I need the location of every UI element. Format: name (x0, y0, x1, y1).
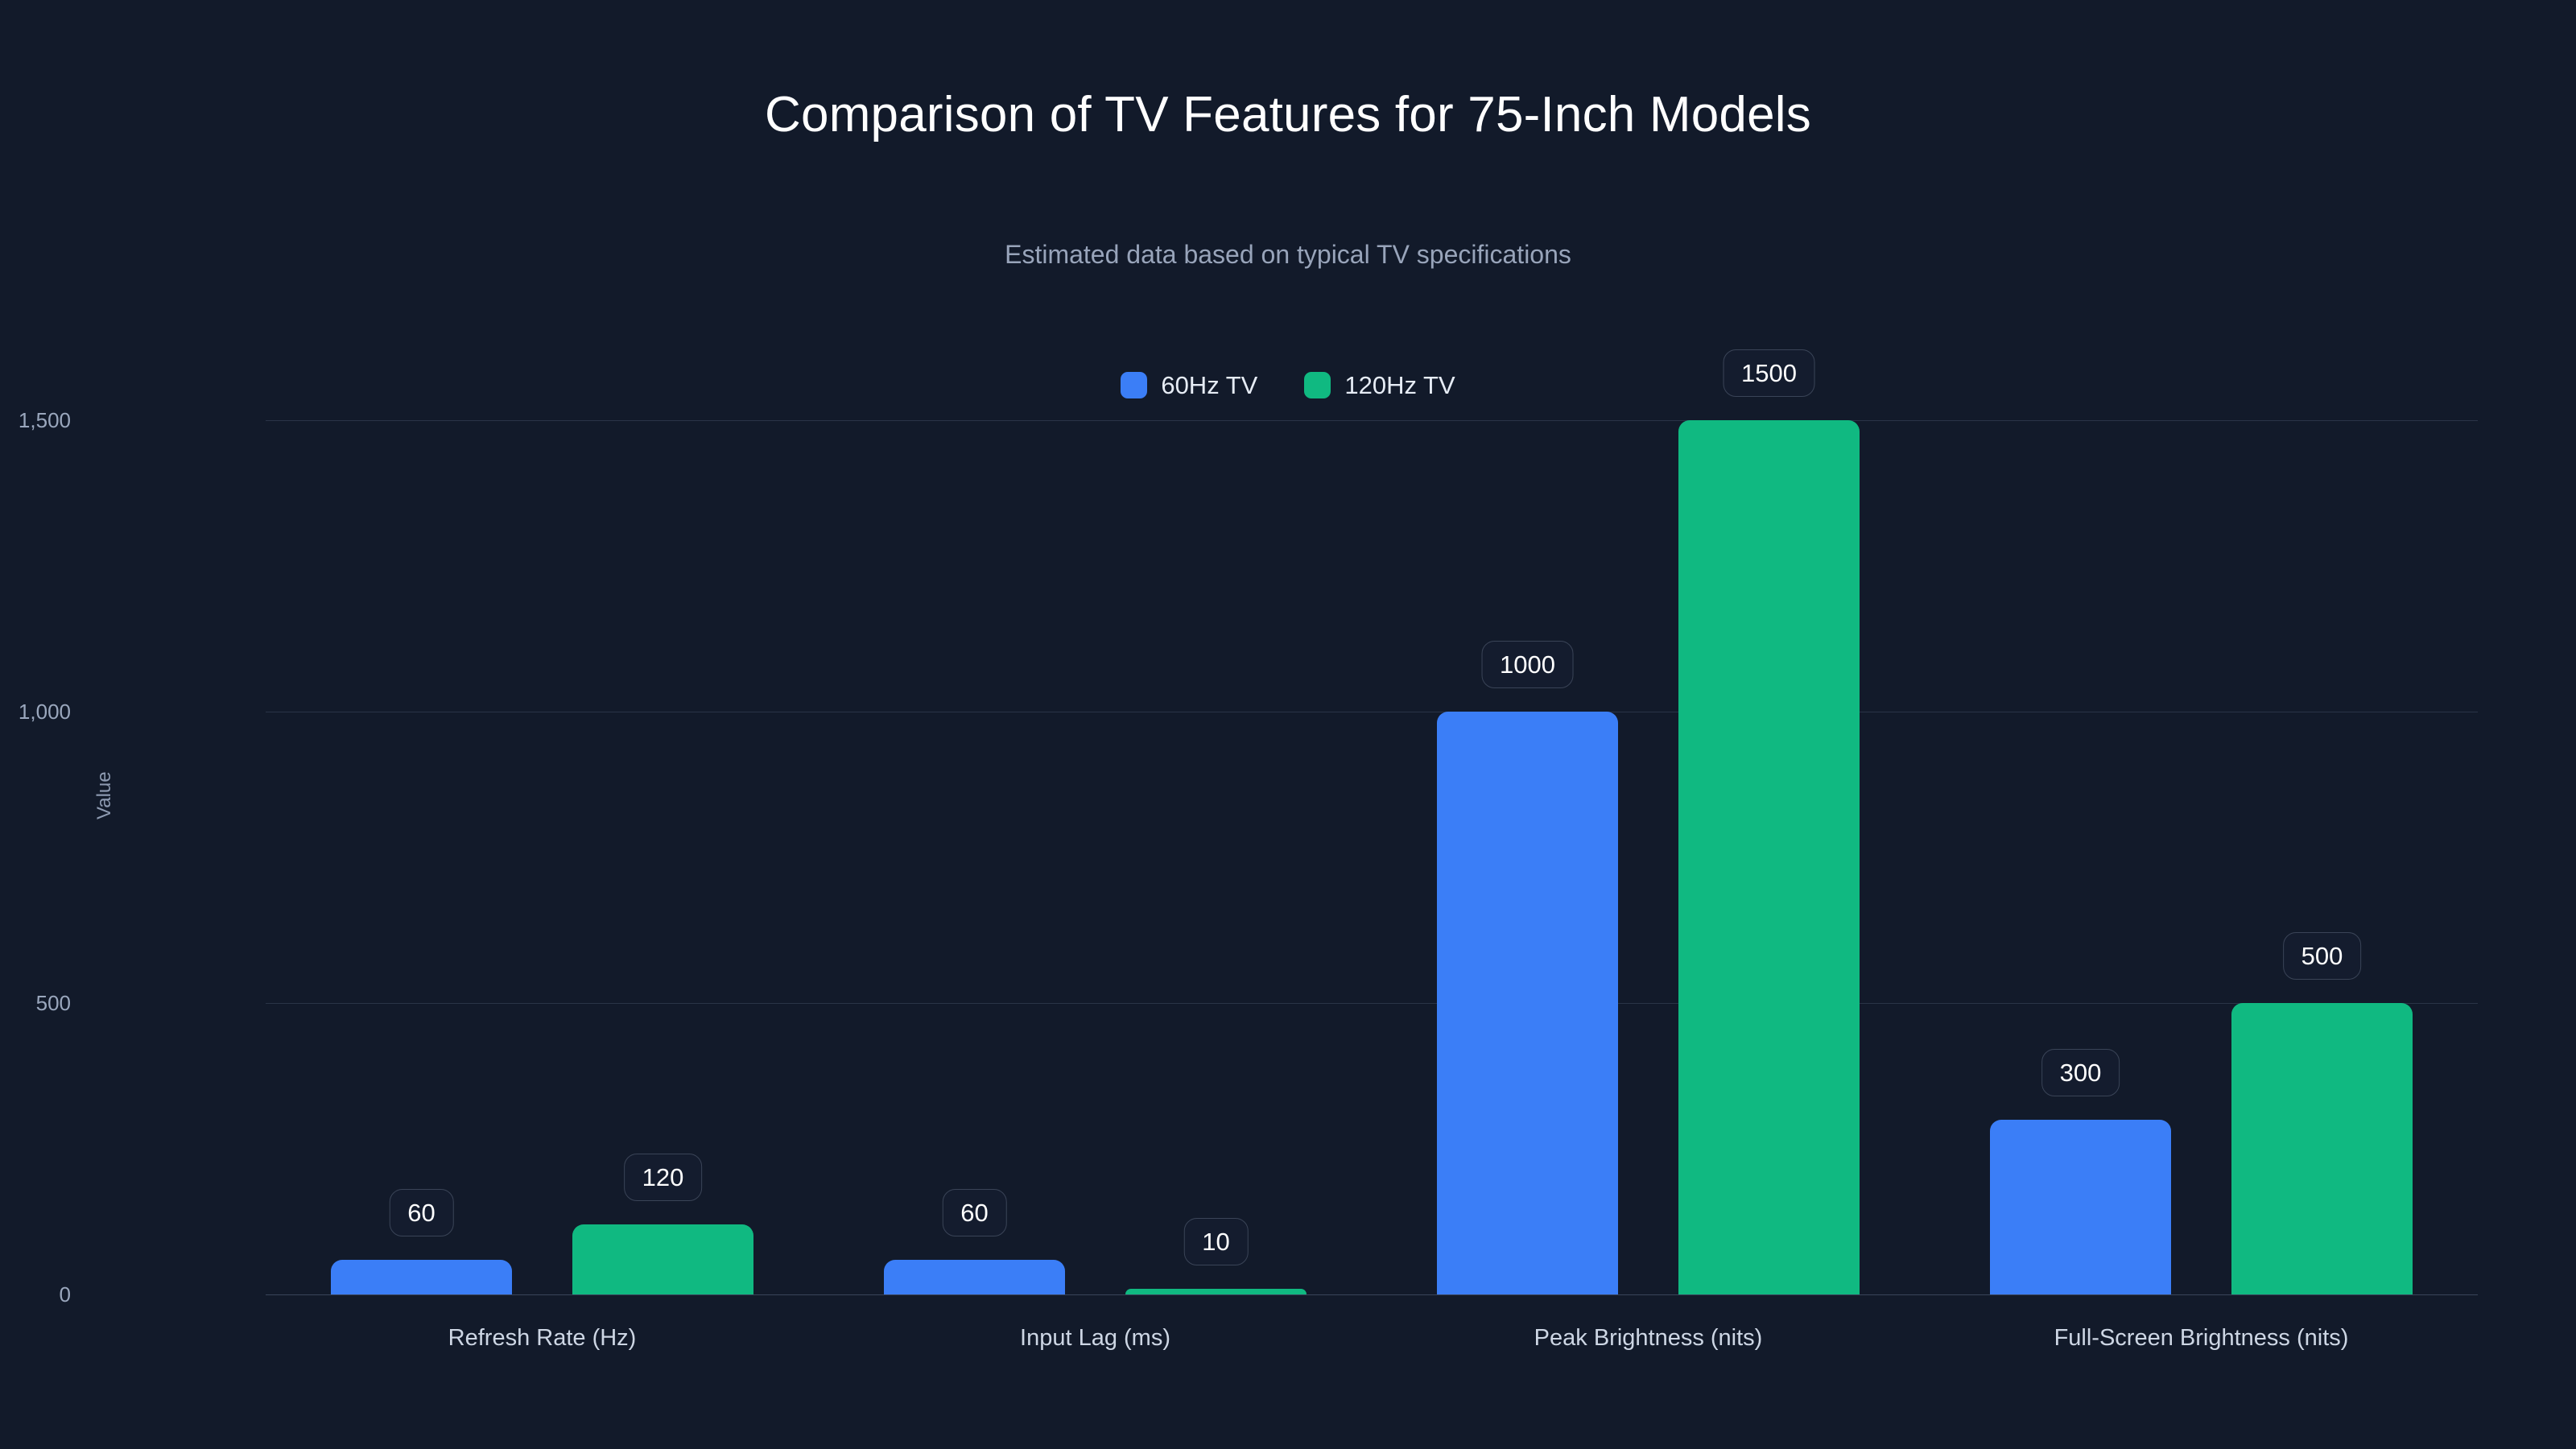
bar[interactable] (1990, 1119, 2171, 1294)
x-tick-label: Refresh Rate (Hz) (448, 1325, 637, 1351)
y-tick-label-1000: 1,000 (18, 700, 71, 724)
bar[interactable] (1437, 712, 1618, 1294)
bar-value-label: 60 (389, 1188, 454, 1236)
x-tick-label: Peak Brightness (nits) (1534, 1325, 1763, 1351)
legend-item-60hz-tv[interactable]: 60Hz TV (1121, 372, 1257, 398)
plot-area: 60 120 60 10 1000 1500 300 500 (266, 349, 2478, 1295)
bar-value-label: 1500 (1723, 349, 1815, 397)
y-tick-label-1500: 1,500 (18, 408, 71, 432)
bar[interactable] (1125, 1288, 1307, 1294)
y-tick-label-500: 500 (35, 991, 71, 1015)
legend-item-120hz-tv[interactable]: 120Hz TV (1304, 372, 1455, 398)
bar[interactable] (2231, 1003, 2413, 1294)
y-axis-title: Value (93, 771, 115, 819)
legend-swatch-icon-60hz-tv (1121, 372, 1148, 398)
bar-value-label: 1000 (1481, 641, 1574, 688)
bar-value-label: 60 (942, 1188, 1007, 1236)
bar-value-label: 300 (2041, 1048, 2120, 1096)
y-tick-label-0: 0 (59, 1282, 71, 1307)
gridline-1500 (266, 420, 2478, 421)
chart-legend: 60Hz TV 120Hz TV (0, 372, 2576, 398)
x-tick-label: Full-Screen Brightness (nits) (2054, 1325, 2349, 1351)
legend-label-120hz-tv: 120Hz TV (1344, 371, 1455, 399)
bar[interactable] (331, 1259, 512, 1294)
chart-title: Comparison of TV Features for 75-Inch Mo… (765, 87, 1811, 142)
legend-label-60hz-tv: 60Hz TV (1161, 371, 1258, 399)
gridline-0 (266, 1294, 2478, 1295)
bar-value-label: 10 (1183, 1217, 1249, 1265)
bar-value-label: 120 (623, 1154, 703, 1202)
bar[interactable] (572, 1224, 753, 1294)
gridline-500 (266, 1003, 2478, 1004)
x-tick-label: Input Lag (ms) (1020, 1325, 1170, 1351)
bar[interactable] (884, 1259, 1065, 1294)
bar[interactable] (1678, 420, 1860, 1294)
bar-value-label: 500 (2282, 932, 2362, 980)
chart-subtitle: Estimated data based on typical TV speci… (1005, 240, 1571, 269)
legend-swatch-icon-120hz-tv (1304, 372, 1331, 398)
